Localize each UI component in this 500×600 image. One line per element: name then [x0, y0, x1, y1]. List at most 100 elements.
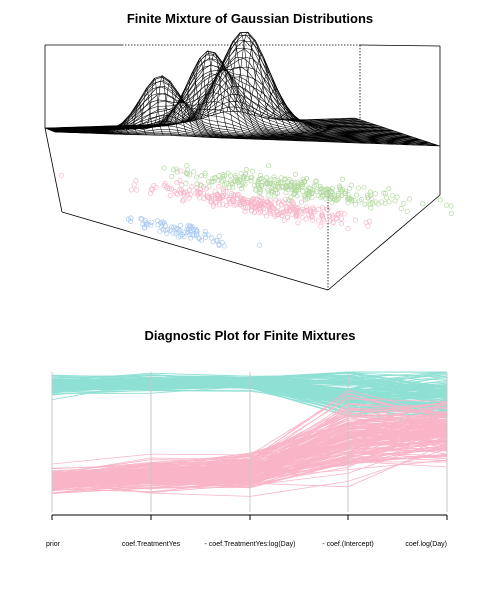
cluster-point: [184, 163, 190, 169]
cluster-point: [259, 183, 265, 189]
parallel-axes: [51, 372, 448, 512]
cluster-point: [128, 215, 134, 221]
cluster-point: [257, 242, 263, 248]
cluster-point: [186, 195, 192, 201]
cluster-point: [265, 179, 271, 185]
cluster-point: [215, 195, 222, 201]
cluster-point: [241, 196, 247, 202]
cluster-point: [164, 230, 170, 236]
mesh-line-v: [274, 112, 340, 143]
cluster-point: [181, 191, 187, 197]
cluster-point: [195, 190, 201, 196]
cluster-point: [299, 183, 305, 190]
mesh-line-u: [48, 48, 383, 130]
cluster-point: [309, 217, 315, 223]
cluster-point: [223, 202, 229, 208]
cluster-point: [333, 197, 340, 203]
cluster-point: [234, 178, 240, 184]
mesh-line-v: [280, 118, 348, 143]
cluster-point: [322, 188, 328, 194]
cluster-point: [178, 168, 184, 174]
cluster-point: [251, 195, 257, 201]
mesh-line-v: [71, 126, 89, 134]
cluster-point: [166, 185, 173, 192]
cluster-point: [303, 204, 310, 210]
mesh-line-v: [85, 126, 106, 135]
cluster-point: [401, 201, 407, 207]
cluster-point: [338, 186, 344, 192]
cluster-point: [169, 224, 175, 230]
mesh-line-v: [159, 102, 198, 138]
cluster-point: [158, 220, 164, 226]
cluster-point: [244, 175, 250, 181]
cluster-point: [308, 207, 314, 213]
cluster-point: [139, 216, 145, 222]
cluster-point: [240, 198, 246, 204]
cluster-point: [219, 240, 225, 246]
cluster-point: [194, 174, 200, 180]
cluster-point: [142, 225, 148, 231]
cluster-point: [270, 205, 276, 211]
cluster-point: [228, 191, 235, 197]
cluster-point: [345, 226, 351, 232]
cluster-point: [327, 218, 333, 224]
cluster-point: [448, 203, 454, 209]
cluster-point: [197, 190, 203, 196]
cluster-point: [272, 183, 278, 189]
cluster-point: [216, 233, 222, 239]
cluster-point: [368, 195, 375, 201]
cluster-point: [220, 172, 226, 178]
cluster-point: [288, 194, 294, 200]
cluster-point: [238, 170, 244, 177]
cluster-point: [313, 182, 319, 188]
cluster-point: [165, 185, 171, 191]
cluster-point: [177, 187, 183, 193]
cluster-point: [365, 195, 371, 201]
cluster-point: [206, 184, 212, 190]
cluster-point: [392, 198, 398, 204]
cluster-point: [169, 173, 175, 179]
cluster-point: [185, 223, 191, 229]
cluster-point: [265, 188, 271, 194]
cluster-point: [390, 192, 396, 199]
mesh-line-v: [321, 118, 399, 145]
cluster-point: [210, 178, 216, 185]
cluster-point: [398, 206, 404, 212]
cluster-point: [168, 227, 174, 233]
cluster-point: [311, 206, 317, 212]
cluster-point: [177, 177, 183, 183]
cluster-point: [345, 200, 351, 206]
cluster-point: [257, 189, 263, 195]
cluster-point: [326, 213, 333, 219]
mesh-line-v: [354, 117, 441, 147]
mesh-line-v: [58, 127, 72, 133]
cluster-point: [303, 175, 310, 181]
cluster-point: [267, 201, 273, 207]
cluster-point: [283, 204, 289, 210]
cluster-point: [353, 192, 360, 198]
cluster-point: [174, 192, 181, 198]
cluster-point: [275, 204, 281, 210]
cluster-point: [161, 183, 167, 189]
cluster-point: [319, 194, 325, 200]
cluster-point: [255, 203, 261, 209]
cluster-point: [237, 182, 243, 189]
cluster-point: [386, 186, 392, 192]
cluster-point: [210, 175, 216, 181]
x-tick-label: coef.log(Day): [405, 541, 447, 548]
mesh-line-v: [145, 80, 181, 137]
cluster-point: [128, 187, 135, 193]
cluster-point: [300, 176, 307, 182]
surface-plot: [44, 31, 454, 291]
cluster-point: [261, 201, 267, 207]
cluster-point: [276, 180, 282, 186]
cluster-point: [220, 201, 226, 207]
cluster-point: [151, 182, 157, 189]
cluster-point: [288, 182, 294, 188]
cluster-point: [318, 223, 324, 229]
cluster-point: [293, 213, 299, 219]
cluster-point: [338, 221, 344, 227]
cluster-point: [278, 180, 284, 186]
cluster-point: [365, 223, 371, 229]
cluster-point: [220, 173, 226, 180]
